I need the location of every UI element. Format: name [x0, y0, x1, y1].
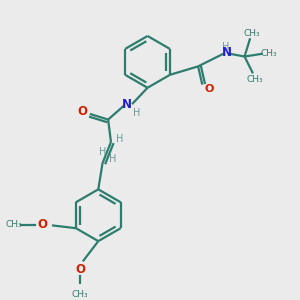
Text: CH₃: CH₃ [246, 75, 263, 84]
Text: O: O [78, 105, 88, 118]
Text: H: H [109, 154, 116, 164]
Text: O: O [75, 263, 85, 276]
Text: N: N [122, 98, 132, 111]
Text: H: H [116, 134, 124, 144]
Text: H: H [222, 42, 230, 52]
Text: O: O [37, 218, 47, 231]
Text: CH₃: CH₃ [243, 29, 260, 38]
Text: CH₃: CH₃ [261, 49, 278, 58]
Text: CH₃: CH₃ [6, 220, 22, 229]
Text: H: H [99, 147, 106, 157]
Text: O: O [205, 84, 214, 94]
Text: CH₃: CH₃ [72, 290, 88, 299]
Text: N: N [222, 46, 232, 59]
Text: H: H [133, 108, 140, 118]
